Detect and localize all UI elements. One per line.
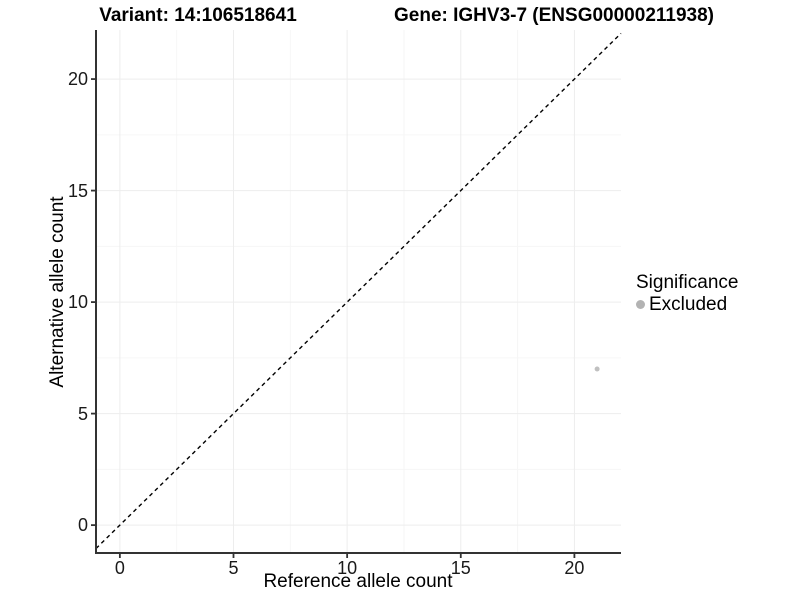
y-tick-label: 5 [77,403,88,424]
variant-title: Variant: 14:106518641 [99,5,297,26]
legend-marker-icon [636,300,645,309]
legend: Significance Excluded [636,272,738,315]
y-tick-label: 20 [67,69,88,90]
legend-entry: Excluded [636,294,738,315]
y-axis-title: Alternative allele count [47,196,68,388]
x-tick-label: 10 [337,558,358,578]
y-tick-label: 0 [77,515,88,536]
x-tick-label: 5 [228,558,239,578]
x-tick-label: 20 [564,558,585,578]
x-axis-title: Reference allele count [263,571,453,592]
data-point [594,366,600,372]
identity-line [95,32,622,550]
y-tick-label: 15 [67,180,88,201]
y-tick-label: 10 [67,292,88,313]
gene-title: Gene: IGHV3-7 (ENSG00000211938) [393,5,715,26]
legend-entry-label: Excluded [649,294,728,315]
legend-title: Significance [636,272,739,293]
x-tick-label: 15 [450,558,471,578]
x-tick-label: 0 [114,558,125,578]
